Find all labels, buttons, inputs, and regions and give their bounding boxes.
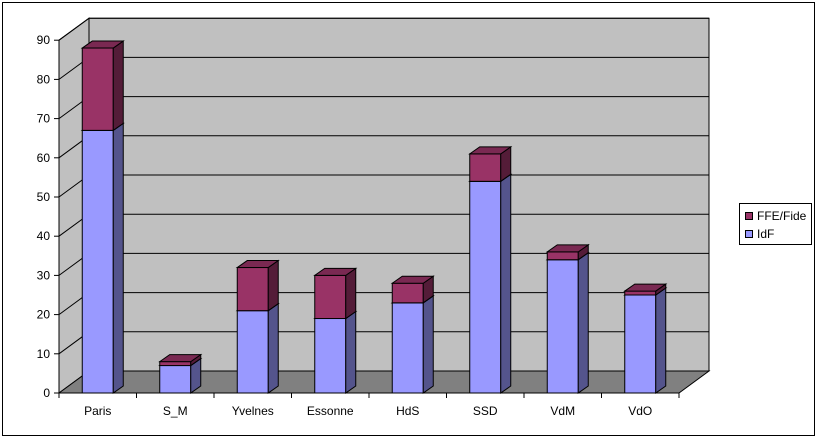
bar-SSD-IdF xyxy=(469,180,502,394)
y-tick-label: 30 xyxy=(37,268,51,282)
bar-Essonne-FFE/Fide xyxy=(314,274,347,320)
bar-side-VdO-IdF xyxy=(655,287,667,394)
y-tick-label: 70 xyxy=(37,112,51,126)
legend-item-idf: IdF xyxy=(745,227,774,241)
bar-side-SSD-IdF xyxy=(500,173,512,394)
bar-side-Yvelnes-IdF xyxy=(267,302,279,394)
bar-side-Paris-IdF xyxy=(112,122,124,394)
bar-VdO-IdF xyxy=(624,294,657,394)
stacked-bar-chart: 0 10 20 30 40 50 60 70 80 90 Paris S_M Yvelnes Essonn… xyxy=(37,17,711,418)
bar-top-VdM-FFE/Fide xyxy=(545,244,590,253)
y-tick-label: 60 xyxy=(37,151,51,165)
bar-VdM-IdF xyxy=(546,259,579,394)
bar-top-Essonne-FFE/Fide xyxy=(313,267,358,276)
x-tick-label: Essonne xyxy=(307,404,354,418)
y-tick-label: 0 xyxy=(43,386,50,400)
bar-top-HdS-FFE/Fide xyxy=(390,275,435,284)
x-tick-label: VdM xyxy=(550,404,575,418)
x-tick-label: S_M xyxy=(163,404,188,418)
bar-Yvelnes-FFE/Fide xyxy=(236,267,269,312)
bar-SSD-FFE/Fide xyxy=(469,153,502,182)
bar-Paris-FFE/Fide xyxy=(81,47,114,131)
bar-VdO-FFE/Fide xyxy=(624,290,657,296)
bar-side-Essonne-FFE/Fide xyxy=(345,267,357,320)
bar-Essonne-IdF xyxy=(314,318,347,394)
y-tick-label: 10 xyxy=(37,347,51,361)
gridline xyxy=(58,17,709,41)
y-tick-label: 20 xyxy=(37,308,51,322)
x-tick-label: HdS xyxy=(396,404,419,418)
bar-VdM-FFE/Fide xyxy=(546,251,579,261)
bar-top-SSD-FFE/Fide xyxy=(468,146,513,155)
bar-top-VdO-FFE/Fide xyxy=(623,283,668,292)
bar-side-HdS-IdF xyxy=(422,294,434,394)
bar-side-Yvelnes-FFE/Fide xyxy=(267,259,279,312)
bar-top-Yvelnes-FFE/Fide xyxy=(235,260,280,269)
bar-top-S_M-FFE/Fide xyxy=(158,354,203,363)
legend-label-idf: IdF xyxy=(757,227,775,241)
floor xyxy=(57,370,711,394)
legend: FFE/Fide IdF xyxy=(739,203,812,245)
y-tick-label: 40 xyxy=(37,229,51,243)
x-tick-label: SSD xyxy=(473,404,498,418)
legend-item-ffe-fide: FFE/Fide xyxy=(745,209,806,223)
bar-side-VdM-IdF xyxy=(577,251,589,394)
y-tick-label: 50 xyxy=(37,190,51,204)
y-tick-label: 80 xyxy=(37,72,51,86)
bar-side-Paris-FFE/Fide xyxy=(112,40,124,132)
x-tick-label: Yvelnes xyxy=(232,404,274,418)
bar-top-Paris-FFE/Fide xyxy=(80,40,125,49)
bar-Paris-IdF xyxy=(81,129,114,394)
legend-label-ffe-fide: FFE/Fide xyxy=(757,209,807,223)
bar-Yvelnes-IdF xyxy=(236,310,269,394)
legend-swatch-ffe-fide xyxy=(745,212,753,220)
bar-S_M-IdF xyxy=(159,365,192,394)
legend-swatch-idf xyxy=(745,230,753,238)
bar-side-Essonne-IdF xyxy=(345,310,357,394)
bar-HdS-FFE/Fide xyxy=(391,282,424,304)
y-tick-label: 90 xyxy=(37,33,51,47)
x-tick-label: Paris xyxy=(84,404,111,418)
x-tick-label: VdO xyxy=(628,404,652,418)
bar-S_M-FFE/Fide xyxy=(159,361,192,367)
bar-HdS-IdF xyxy=(391,302,424,394)
chart-frame: 0 10 20 30 40 50 60 70 80 90 Paris S_M Yvelnes Essonn… xyxy=(2,2,815,436)
